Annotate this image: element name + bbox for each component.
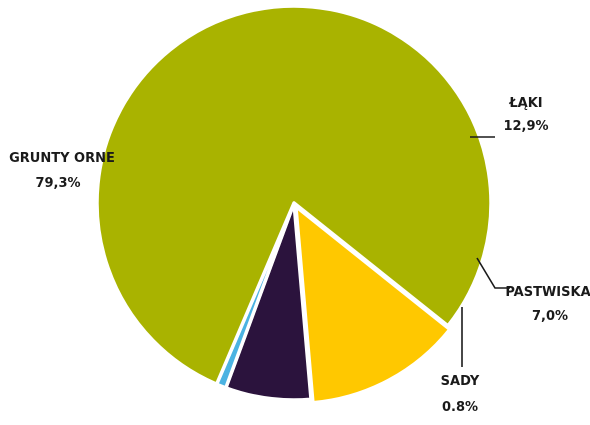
slice-label-sady-name: SADY (441, 374, 480, 389)
slice-label-pastwiska-value: 7,0% (532, 309, 568, 324)
slice-label-grunty-orne-value: 79,3% (35, 176, 80, 191)
slice-labels: ŁĄKI 12,9% PASTWISKA 7,0% SADY 0.8% GRUN… (9, 96, 590, 415)
leader-line-pastwiska (476, 257, 510, 289)
slice-label-sady-value: 0.8% (442, 400, 478, 415)
slice-label-grunty-orne-name: GRUNTY ORNE (9, 151, 115, 166)
pie-slices (95, 4, 493, 405)
pie-slice-grunty-orne (95, 4, 493, 386)
slice-label-laki-value: 12,9% (503, 119, 548, 134)
leader-lines (461, 136, 510, 367)
slice-label-pastwiska-name: PASTWISKA (505, 285, 590, 300)
slice-label-laki-name: ŁĄKI (508, 96, 542, 111)
pie-slice-laki (294, 204, 452, 405)
